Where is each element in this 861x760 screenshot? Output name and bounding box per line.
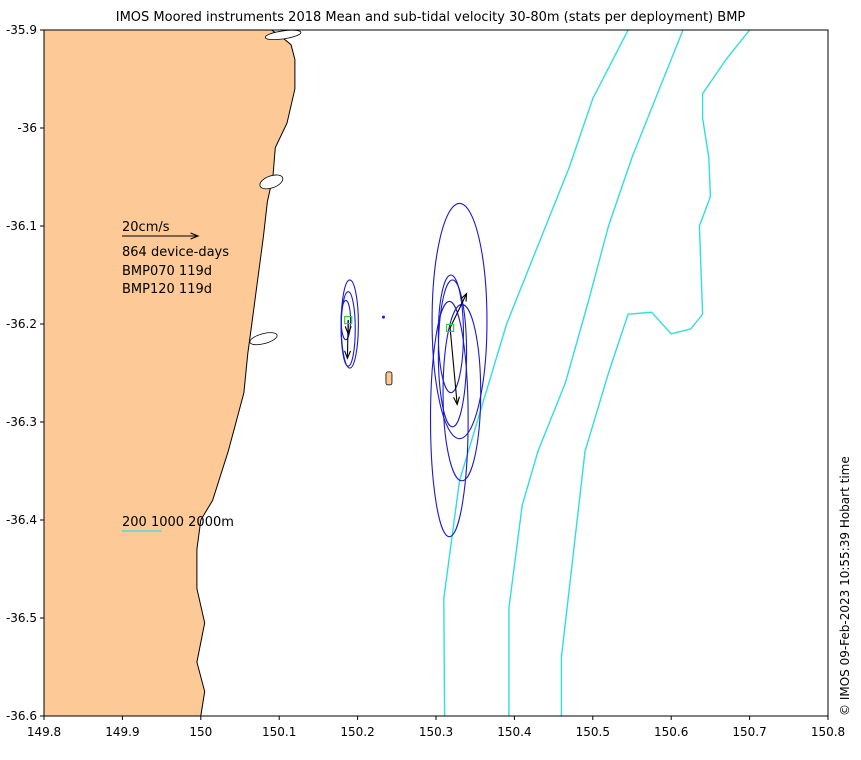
variance-ellipse-4 xyxy=(431,202,488,440)
x-tick-label: 150.3 xyxy=(419,725,453,739)
plot-area xyxy=(44,30,751,716)
y-tick-label: -36.5 xyxy=(6,611,37,625)
velocity-arrow-3 xyxy=(449,292,468,329)
isobath-200m xyxy=(443,30,629,716)
x-tick-label: 150.4 xyxy=(497,725,531,739)
y-tick-label: -35.9 xyxy=(6,23,37,37)
variance-ellipse-3 xyxy=(340,299,352,341)
x-tick-label: 149.9 xyxy=(105,725,139,739)
y-tick-label: -36.6 xyxy=(6,709,37,723)
y-tick-label: -36.4 xyxy=(6,513,37,527)
estuary-south xyxy=(249,332,278,346)
velocity-arrow-4 xyxy=(449,327,460,406)
x-tick-label: 150.5 xyxy=(576,725,610,739)
x-tick-label: 150.8 xyxy=(811,725,845,739)
x-tick-label: 149.8 xyxy=(27,725,61,739)
mooring-marker-BMP070 xyxy=(344,315,353,325)
minor-marker xyxy=(381,315,385,319)
estuary-middle xyxy=(259,174,284,190)
x-tick-label: 150.2 xyxy=(340,725,374,739)
legend-scale-arrow xyxy=(122,232,200,240)
legend: 20cm/s 864 device-days BMP070 119d BMP12… xyxy=(122,220,234,532)
island xyxy=(385,371,393,386)
x-axis: 149.8 149.9 150 150.1 150.2 150.3 150.4 150.5 15… xyxy=(27,716,845,739)
legend-device-days: 864 device-days xyxy=(122,245,229,260)
velocity-arrow-2 xyxy=(344,320,352,360)
x-tick-label: 150.6 xyxy=(654,725,688,739)
legend-scale-label: 20cm/s xyxy=(122,220,170,235)
land-coastline xyxy=(44,30,296,716)
legend-arrow-shaft xyxy=(122,232,200,240)
y-tick-label: -36.1 xyxy=(6,219,37,233)
estuary-north xyxy=(264,30,302,40)
y-tick-label: -36 xyxy=(17,121,37,135)
y-tick-label: -36.2 xyxy=(6,317,37,331)
isobath-2000m xyxy=(560,30,751,716)
chart-title: IMOS Moored instruments 2018 Mean and su… xyxy=(115,10,746,25)
x-tick-label: 150.7 xyxy=(732,725,766,739)
legend-deployment-1: BMP070 119d xyxy=(122,264,212,279)
timestamp: © IMOS 09-Feb-2023 10:55:39 Hobart time xyxy=(838,456,852,716)
variance-ellipse-5 xyxy=(429,300,469,538)
x-tick-label: 150.1 xyxy=(262,725,296,739)
variance-ellipse-8 xyxy=(437,279,468,428)
legend-isobath-label: 200 1000 2000m xyxy=(122,515,234,530)
x-tick-label: 150 xyxy=(189,725,212,739)
isobath-1000m xyxy=(508,30,684,716)
legend-deployment-2: BMP120 119d xyxy=(122,282,212,297)
y-tick-label: -36.3 xyxy=(6,415,37,429)
y-axis: -35.9 -36 -36.1 -36.2 -36.3 -36.4 -36.5 -36.6 xyxy=(6,23,44,723)
mooring-marker-BMP120 xyxy=(446,323,455,333)
